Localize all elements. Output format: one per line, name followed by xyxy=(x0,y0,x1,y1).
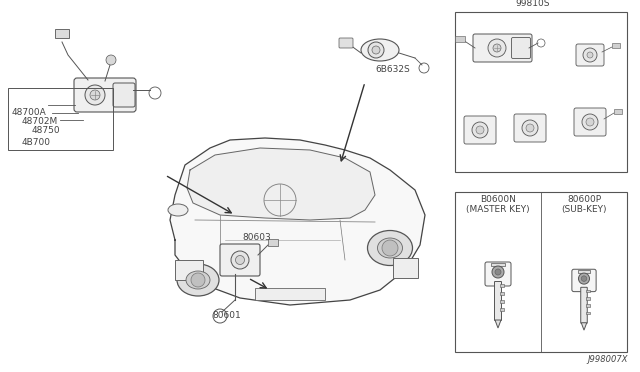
Circle shape xyxy=(526,124,534,132)
FancyBboxPatch shape xyxy=(113,83,135,107)
Circle shape xyxy=(106,55,116,65)
Text: 48702M: 48702M xyxy=(22,117,58,126)
Circle shape xyxy=(85,85,105,105)
Circle shape xyxy=(582,114,598,130)
Bar xyxy=(455,192,627,352)
Polygon shape xyxy=(495,320,501,328)
FancyBboxPatch shape xyxy=(576,44,604,66)
Bar xyxy=(500,308,504,311)
Bar xyxy=(586,290,589,292)
Text: 48700A: 48700A xyxy=(12,108,47,117)
FancyBboxPatch shape xyxy=(485,262,511,286)
FancyBboxPatch shape xyxy=(495,282,502,321)
Bar xyxy=(393,258,418,278)
Bar xyxy=(500,300,504,303)
FancyBboxPatch shape xyxy=(514,114,546,142)
Bar xyxy=(455,36,465,42)
Text: (SUB-KEY): (SUB-KEY) xyxy=(561,205,607,214)
Bar xyxy=(500,284,504,287)
Polygon shape xyxy=(187,148,375,220)
Circle shape xyxy=(522,120,538,136)
Bar xyxy=(255,288,325,300)
Text: 6B632S: 6B632S xyxy=(375,65,410,74)
FancyBboxPatch shape xyxy=(74,78,136,112)
Text: 99810S: 99810S xyxy=(515,0,550,8)
Circle shape xyxy=(472,122,488,138)
Circle shape xyxy=(231,251,249,269)
FancyBboxPatch shape xyxy=(464,116,496,144)
Bar xyxy=(455,12,627,172)
Bar xyxy=(55,29,69,38)
Ellipse shape xyxy=(186,271,210,289)
Polygon shape xyxy=(170,138,425,305)
Bar xyxy=(268,239,278,246)
Bar xyxy=(614,109,622,114)
Circle shape xyxy=(579,273,589,284)
Bar xyxy=(8,88,113,150)
Circle shape xyxy=(382,240,398,256)
Circle shape xyxy=(587,52,593,58)
Text: B0600N: B0600N xyxy=(480,195,516,204)
Ellipse shape xyxy=(367,231,413,266)
FancyBboxPatch shape xyxy=(220,244,260,276)
FancyBboxPatch shape xyxy=(572,269,596,292)
Bar xyxy=(586,304,589,307)
Bar xyxy=(586,297,589,300)
Circle shape xyxy=(476,126,484,134)
Circle shape xyxy=(90,90,100,100)
Text: J998007X: J998007X xyxy=(588,355,628,364)
Circle shape xyxy=(488,39,506,57)
FancyBboxPatch shape xyxy=(574,108,606,136)
Ellipse shape xyxy=(177,264,219,296)
Polygon shape xyxy=(581,323,587,330)
Bar xyxy=(175,260,203,280)
Ellipse shape xyxy=(168,204,188,216)
FancyBboxPatch shape xyxy=(580,287,588,323)
Bar xyxy=(612,43,620,48)
Circle shape xyxy=(236,256,244,264)
Circle shape xyxy=(583,48,597,62)
Bar xyxy=(586,312,589,314)
FancyBboxPatch shape xyxy=(511,38,531,58)
Ellipse shape xyxy=(361,39,399,61)
Text: 80603: 80603 xyxy=(242,233,271,242)
Text: 80601: 80601 xyxy=(212,311,241,320)
Circle shape xyxy=(586,118,594,126)
Bar xyxy=(500,292,504,295)
Text: 48750: 48750 xyxy=(32,126,61,135)
FancyBboxPatch shape xyxy=(339,38,353,48)
Bar xyxy=(577,270,591,273)
Circle shape xyxy=(492,266,504,278)
Circle shape xyxy=(493,44,501,52)
Bar xyxy=(491,263,505,266)
Ellipse shape xyxy=(378,238,403,258)
Circle shape xyxy=(191,273,205,287)
Circle shape xyxy=(581,276,587,281)
Circle shape xyxy=(495,269,501,275)
Text: 80600P: 80600P xyxy=(567,195,601,204)
FancyBboxPatch shape xyxy=(473,34,532,62)
Circle shape xyxy=(368,42,384,58)
Circle shape xyxy=(372,46,380,54)
Text: 4B700: 4B700 xyxy=(22,138,51,147)
Text: (MASTER KEY): (MASTER KEY) xyxy=(466,205,530,214)
